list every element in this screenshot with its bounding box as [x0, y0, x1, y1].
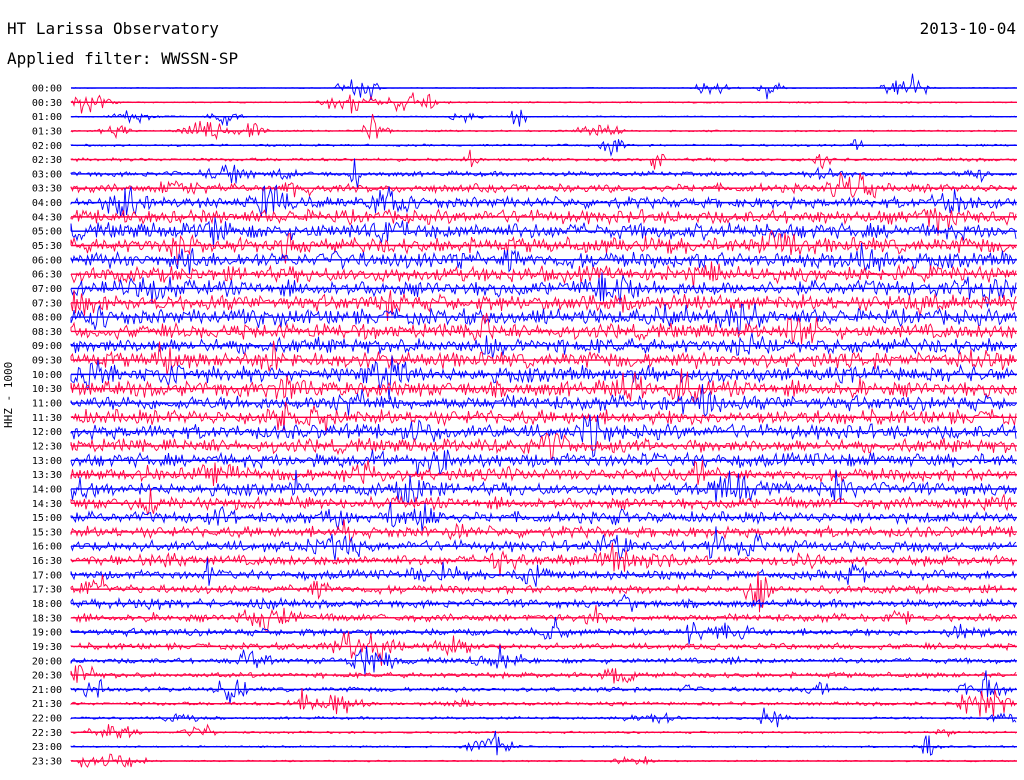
seismic-trace — [70, 172, 1017, 199]
time-label: 12:00 — [32, 427, 62, 438]
time-label: 03:00 — [32, 169, 62, 180]
seismic-trace — [70, 229, 1017, 265]
filter-label: Applied filter: WWSSN-SP — [7, 49, 239, 68]
seismic-trace — [70, 558, 1017, 587]
seismic-trace — [70, 723, 1017, 740]
time-label: 19:00 — [32, 628, 62, 639]
time-label: 13:30 — [32, 470, 62, 481]
time-label: 04:00 — [32, 198, 62, 209]
time-label: 09:30 — [32, 356, 62, 367]
seismic-trace — [70, 368, 1017, 404]
time-label: 19:30 — [32, 642, 62, 653]
time-label: 07:00 — [32, 284, 62, 295]
station-title: HT Larissa Observatory — [7, 19, 219, 38]
time-label: 23:00 — [32, 742, 62, 753]
seismic-trace — [70, 645, 1017, 675]
seismic-trace — [70, 384, 1017, 417]
time-label: 23:30 — [32, 757, 62, 768]
time-label: 12:30 — [32, 441, 62, 452]
seismic-trace — [70, 449, 1017, 476]
seismic-trace — [70, 113, 1017, 141]
seismic-trace — [70, 664, 1017, 684]
time-label: 01:00 — [32, 112, 62, 123]
time-label: 00:30 — [32, 98, 62, 109]
time-label: 05:00 — [32, 227, 62, 238]
time-label: 06:00 — [32, 255, 62, 266]
time-label: 21:00 — [32, 685, 62, 696]
seismic-trace — [70, 303, 1017, 335]
time-label: 07:30 — [32, 298, 62, 309]
time-label: 06:30 — [32, 270, 62, 281]
seismic-trace — [70, 139, 1017, 157]
seismic-trace — [70, 730, 1017, 756]
seismic-trace — [70, 217, 1017, 248]
seismic-trace — [70, 261, 1017, 289]
time-label: 13:00 — [32, 456, 62, 467]
seismic-trace — [70, 332, 1017, 359]
time-label: 16:00 — [32, 542, 62, 553]
plot-date: 2013-10-04 — [919, 19, 1016, 38]
time-label: 02:00 — [32, 141, 62, 152]
time-label: 22:30 — [32, 728, 62, 739]
seismic-trace — [70, 571, 1017, 613]
seismic-trace — [70, 73, 1017, 101]
seismic-trace — [70, 432, 1017, 460]
seismic-trace — [70, 519, 1017, 543]
seismic-trace — [70, 242, 1017, 275]
seismic-trace — [70, 616, 1017, 645]
time-label: 02:30 — [32, 155, 62, 166]
time-label: 11:30 — [32, 413, 62, 424]
seismic-trace — [70, 109, 1017, 127]
seismic-trace — [70, 184, 1017, 217]
time-label: 08:00 — [32, 313, 62, 324]
time-label: 11:00 — [32, 399, 62, 410]
time-label: 08:30 — [32, 327, 62, 338]
seismic-trace — [70, 488, 1017, 516]
time-label: 10:30 — [32, 384, 62, 395]
time-label: 22:00 — [32, 714, 62, 725]
time-label: 15:30 — [32, 527, 62, 538]
time-label: 04:30 — [32, 212, 62, 223]
seismic-trace — [70, 688, 1017, 717]
seismic-trace — [70, 414, 1017, 458]
seismic-trace — [70, 290, 1017, 322]
time-label: 03:30 — [32, 184, 62, 195]
time-label: 05:30 — [32, 241, 62, 252]
seismic-trace — [70, 158, 1017, 189]
seismic-trace — [70, 469, 1017, 505]
seismic-trace — [70, 272, 1017, 309]
time-label: 20:30 — [32, 671, 62, 682]
time-label: 18:30 — [32, 613, 62, 624]
time-label: 21:30 — [32, 699, 62, 710]
time-label: 09:00 — [32, 341, 62, 352]
time-label: 16:30 — [32, 556, 62, 567]
time-label: 15:00 — [32, 513, 62, 524]
time-label: 17:30 — [32, 585, 62, 596]
time-label: 10:00 — [32, 370, 62, 381]
time-label: 14:00 — [32, 484, 62, 495]
time-label: 00:00 — [32, 84, 62, 95]
time-label: 14:30 — [32, 499, 62, 510]
time-label: 20:00 — [32, 656, 62, 667]
time-label-group: 00:00 00:30 01:00 01:30 02:00 02:30 03:00 03:30… — [32, 84, 62, 768]
time-label: 17:00 — [32, 570, 62, 581]
trace-group — [70, 73, 1017, 768]
time-label: 01:30 — [32, 126, 62, 137]
time-label: 18:00 — [32, 599, 62, 610]
